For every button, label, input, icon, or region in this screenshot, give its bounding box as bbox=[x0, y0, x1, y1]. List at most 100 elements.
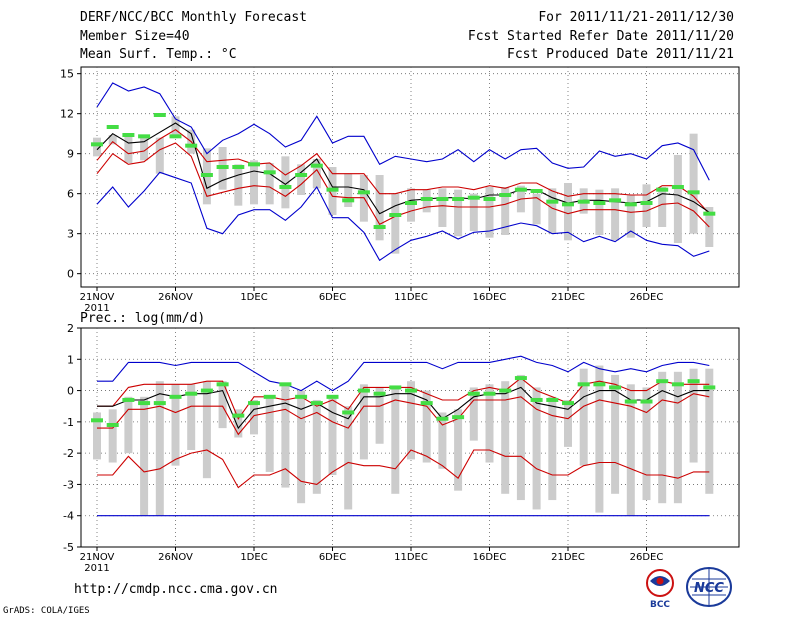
y-tick-label: 6 bbox=[67, 188, 74, 201]
ensemble-box bbox=[265, 163, 274, 205]
ensemble-box bbox=[344, 173, 353, 207]
ensemble-box bbox=[579, 368, 588, 466]
y-tick-label: -2 bbox=[63, 447, 74, 460]
y-tick-label: 3 bbox=[67, 228, 74, 241]
observed-marker bbox=[687, 379, 700, 384]
y-tick-label: 9 bbox=[67, 148, 74, 161]
ensemble-box bbox=[281, 384, 290, 488]
observed-marker bbox=[514, 187, 527, 192]
observed-marker bbox=[295, 173, 308, 177]
ensemble-box bbox=[93, 137, 101, 157]
x-tick-label: 16DEC bbox=[473, 552, 507, 563]
member-size-label: Member Size=40 bbox=[80, 29, 190, 44]
ensemble-box bbox=[642, 387, 651, 501]
ensemble-box bbox=[108, 135, 117, 145]
ensemble-box bbox=[642, 184, 651, 227]
observed-marker bbox=[640, 399, 653, 404]
observed-marker bbox=[342, 198, 355, 203]
ensemble-box bbox=[485, 187, 494, 238]
ensemble-box bbox=[250, 160, 258, 205]
ensemble-box bbox=[281, 156, 290, 209]
observed-marker bbox=[295, 394, 308, 399]
ensemble-box bbox=[234, 409, 243, 438]
ensemble-box bbox=[297, 390, 306, 504]
ensemble-box bbox=[438, 412, 447, 469]
observed-marker bbox=[106, 125, 119, 129]
ensemble-box bbox=[548, 188, 557, 234]
max-line bbox=[97, 355, 710, 392]
observed-marker bbox=[436, 197, 449, 201]
observed-marker bbox=[420, 401, 433, 406]
ensemble-box bbox=[611, 188, 620, 241]
observed-marker bbox=[671, 185, 684, 189]
ensemble-box bbox=[438, 188, 447, 227]
observed-marker bbox=[279, 185, 292, 189]
observed-marker bbox=[389, 213, 402, 217]
observed-marker bbox=[248, 162, 260, 167]
observed-marker bbox=[216, 382, 229, 387]
observed-marker bbox=[577, 382, 590, 387]
ensemble-box bbox=[658, 187, 667, 227]
y-tick-label: -5 bbox=[63, 541, 74, 554]
chart-title: DERF/NCC/BCC Monthly Forecast bbox=[80, 10, 307, 25]
median-line bbox=[97, 386, 710, 430]
ensemble-box bbox=[673, 155, 682, 243]
ensemble-box bbox=[611, 374, 620, 494]
observed-marker bbox=[483, 391, 496, 396]
ensemble-box bbox=[454, 189, 463, 237]
svg-text:BCC: BCC bbox=[650, 600, 670, 609]
observed-marker bbox=[169, 394, 182, 399]
x-tick-label: 11DEC bbox=[394, 292, 428, 303]
ncc-logo-icon: NCC bbox=[686, 567, 732, 607]
observed-marker bbox=[263, 170, 276, 175]
ensemble-box bbox=[658, 371, 667, 504]
observed-marker bbox=[91, 418, 103, 423]
observed-marker bbox=[153, 113, 166, 117]
observed-marker bbox=[185, 143, 198, 148]
observed-marker bbox=[122, 397, 135, 402]
ensemble-box bbox=[297, 164, 306, 195]
observed-marker bbox=[546, 199, 559, 204]
observed-marker bbox=[624, 399, 637, 404]
observed-marker bbox=[200, 173, 213, 177]
source-url[interactable]: http://cmdp.ncc.cma.gov.cn bbox=[74, 582, 278, 597]
observed-marker bbox=[577, 199, 590, 204]
observed-marker bbox=[483, 197, 496, 201]
observed-marker bbox=[169, 134, 182, 139]
observed-marker bbox=[609, 385, 622, 390]
observed-marker bbox=[499, 193, 512, 197]
observed-marker bbox=[185, 391, 198, 396]
ensemble-box bbox=[485, 384, 494, 463]
y-tick-label: -1 bbox=[63, 416, 74, 429]
ensemble-box bbox=[705, 368, 714, 494]
ensemble-box bbox=[532, 387, 541, 510]
observed-marker bbox=[138, 134, 151, 139]
x-tick-label: 6DEC bbox=[319, 552, 346, 563]
min-line bbox=[97, 449, 710, 489]
observed-marker bbox=[405, 388, 417, 393]
observed-marker bbox=[373, 391, 386, 396]
observed-marker bbox=[279, 382, 292, 387]
observed-marker bbox=[357, 190, 370, 195]
observed-marker bbox=[263, 394, 276, 399]
x-tick-label: 26NOV bbox=[158, 292, 193, 303]
observed-marker bbox=[593, 201, 606, 205]
grads-credit: GrADS: COLA/IGES bbox=[3, 606, 90, 616]
observed-marker bbox=[200, 388, 213, 393]
ensemble-box bbox=[564, 183, 572, 241]
observed-marker bbox=[310, 401, 323, 406]
observed-marker bbox=[687, 190, 700, 195]
max-line bbox=[96, 82, 710, 181]
observed-marker bbox=[656, 187, 669, 192]
ensemble-box bbox=[391, 387, 400, 494]
y-tick-label: -4 bbox=[63, 510, 74, 523]
observed-marker bbox=[357, 388, 370, 393]
x-tick-label: 26NOV bbox=[158, 552, 193, 563]
observed-marker bbox=[420, 197, 433, 201]
observed-marker bbox=[656, 379, 669, 384]
x-tick-label: 26DEC bbox=[630, 292, 664, 303]
ensemble-box bbox=[218, 381, 227, 429]
observed-marker bbox=[499, 388, 512, 393]
observed-marker bbox=[562, 401, 574, 406]
